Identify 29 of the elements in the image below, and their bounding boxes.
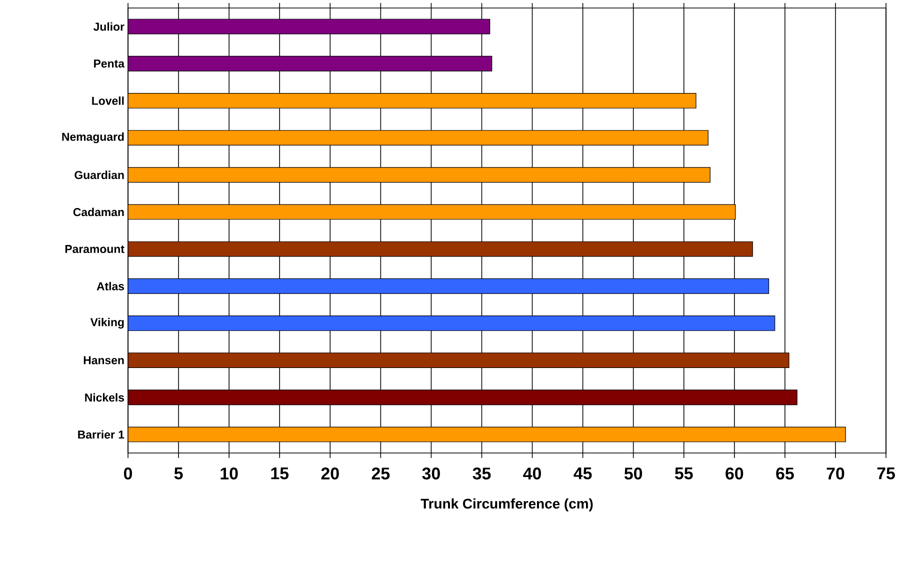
x-tick-label: 15	[271, 468, 289, 480]
x-tick-label: 25	[372, 468, 390, 480]
y-tick-label: Guardian	[74, 170, 124, 180]
y-tick-label: Nickels	[85, 393, 124, 402]
x-tick-label: 10	[220, 468, 238, 480]
x-tick-label: 65	[776, 468, 794, 480]
x-axis-title: Trunk Circumference (cm)	[420, 498, 593, 512]
x-tick-label: 75	[877, 468, 895, 480]
x-tick-label: 45	[574, 468, 592, 480]
y-tick-label: Barrier 1	[78, 430, 124, 439]
y-tick-label: Viking	[90, 318, 124, 329]
y-tick-label: Cadaman	[73, 208, 124, 216]
x-tick-label: 50	[624, 468, 642, 480]
x-tick-label: 30	[422, 468, 440, 480]
x-tick-label: 5	[174, 468, 183, 480]
y-tick-label: Penta	[94, 60, 125, 68]
y-tick-label: Paramount	[65, 245, 124, 254]
y-tick-label: Julior	[93, 22, 124, 31]
y-tick-label: Lovell	[92, 96, 124, 105]
y-tick-label: Nemaguard	[62, 132, 124, 144]
x-tick-label: 20	[321, 468, 339, 480]
x-tick-label: 55	[674, 468, 693, 480]
y-tick-label: Atlas	[96, 282, 124, 290]
x-tick-label: 35	[472, 468, 491, 480]
x-tick-label: 0	[124, 468, 132, 480]
x-tick-label: 60	[726, 468, 744, 480]
y-tick-label: Hansen	[84, 356, 124, 364]
x-tick-label: 40	[523, 468, 541, 480]
x-tick-label: 70	[826, 468, 844, 480]
